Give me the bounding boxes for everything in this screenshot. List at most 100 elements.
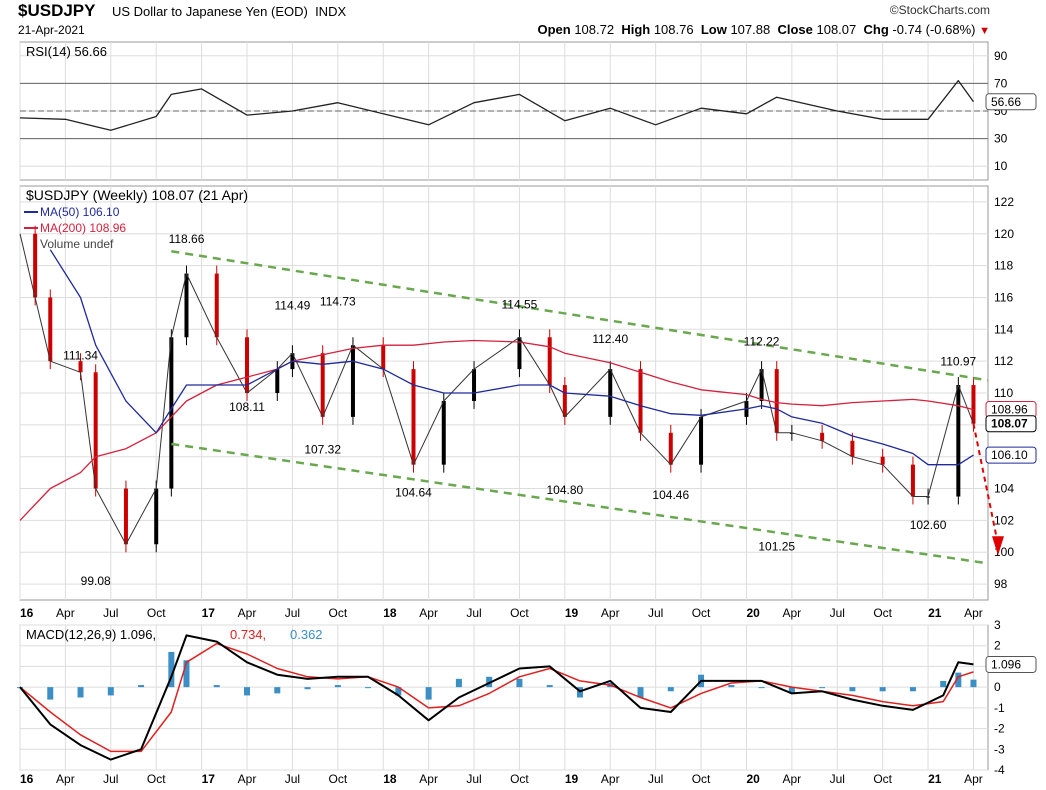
rsi-line [19, 79, 975, 131]
macd-y-tick-label: -4 [994, 763, 1005, 777]
chg-label: Chg [863, 22, 889, 37]
macd-x-tick-label: Jul [648, 772, 663, 786]
macd-x-tick-label: 20 [746, 772, 760, 786]
macd-histogram-bar [879, 687, 886, 692]
price-bar-body [275, 369, 280, 393]
price-annotation-label: 107.32 [304, 443, 341, 457]
price-x-tick-label: Jul [285, 606, 300, 620]
macd-x-tick-label: Apr [238, 772, 257, 786]
macd-histogram-bar [728, 685, 735, 688]
macd-x-tick-label: 16 [20, 772, 34, 786]
macd-x-tick-label: Apr [783, 772, 802, 786]
price-y-tick-label: 112 [994, 354, 1013, 368]
price-bar-body [820, 432, 825, 441]
price-legend: $USDJPY (Weekly) 108.07 (21 Apr) [26, 187, 248, 203]
price-annotation-label: 104.80 [546, 483, 583, 497]
price-bar-body [608, 369, 613, 417]
price-x-tick-label: Apr [964, 606, 983, 620]
price-x-tick-label: Jul [648, 606, 663, 620]
description-text: US Dollar to Japanese Yen (EOD) [112, 4, 308, 19]
price-bar-body [638, 369, 643, 433]
high-label: High [621, 22, 651, 37]
macd-x-tick-label: Oct [692, 772, 711, 786]
macd-x-tick-label: Jul [830, 772, 845, 786]
price-bar-body [48, 297, 53, 362]
price-bar-body [956, 385, 961, 497]
rsi-legend: RSI(14) 56.66 [26, 44, 107, 59]
chart-date: 21-Apr-2021 [18, 23, 85, 37]
price-bar-body [850, 440, 855, 457]
macd-x-tick-label: Oct [510, 772, 529, 786]
macd-x-tick-label: Jul [103, 772, 118, 786]
price-bar-body [547, 337, 552, 386]
price-close-line [19, 233, 974, 545]
macd-x-tick-label: Oct [147, 772, 166, 786]
macd-histogram-bar [455, 678, 462, 688]
price-annotation-label: 112.40 [592, 332, 628, 346]
macd-legend-signal: 0.734, [230, 627, 266, 642]
price-bar-body [441, 400, 446, 465]
macd-histogram-bar [244, 687, 251, 696]
price-annotation-label: 114.55 [502, 298, 538, 312]
macd-histogram-bar [425, 687, 432, 700]
price-bar-body [184, 273, 189, 338]
macd-histogram-bar [274, 687, 281, 694]
macd-y-tick-label: -3 [994, 742, 1005, 756]
price-x-tick-label: Oct [692, 606, 711, 620]
macd-y-tick-label: 3 [994, 618, 1001, 632]
price-x-tick-label: 19 [565, 606, 579, 620]
price-x-tick-label: Jul [103, 606, 118, 620]
macd-x-tick-label: Jul [285, 772, 300, 786]
macd-legend-histogram: 0.362 [290, 627, 323, 642]
macd-x-tick-label: Oct [873, 772, 892, 786]
macd-y-tick-label: -2 [994, 722, 1005, 736]
macd-y-tick-label: 0 [994, 680, 1001, 694]
macd-histogram-bar [955, 672, 962, 688]
price-y-tick-label: 98 [994, 577, 1008, 591]
macd-current-value-box [985, 655, 1037, 673]
macd-histogram-bar [546, 685, 553, 688]
channel-lower-line [171, 442, 989, 565]
price-x-tick-label: Apr [601, 606, 620, 620]
macd-x-tick-label: Jul [466, 772, 481, 786]
rsi-current-value: 56.66 [991, 95, 1021, 109]
open-value: 108.72 [574, 22, 615, 37]
ma50-value-tag-box [985, 446, 1037, 464]
price-x-tick-label: Apr [783, 606, 802, 620]
price-x-tick-label: Oct [328, 606, 347, 620]
price-annotation-label: 110.97 [940, 355, 976, 369]
macd-histogram-bar [365, 687, 372, 689]
price-bar-body [774, 369, 779, 433]
price-bar-body [93, 372, 98, 489]
macd-signal-line [19, 642, 974, 753]
price-annotation-label: 104.64 [395, 485, 432, 499]
price-bar-body [562, 385, 567, 417]
macd-x-tick-label: 17 [202, 772, 216, 786]
macd-x-tick-label: Apr [601, 772, 620, 786]
price-bar-body [759, 369, 764, 401]
price-x-tick-label: Oct [510, 606, 529, 620]
macd-x-tick-label: Apr [964, 772, 983, 786]
macd-histogram-bar [47, 687, 54, 700]
price-y-tick-label: 110 [994, 386, 1013, 400]
price-bar-body [699, 416, 704, 465]
close-value-tag: 108.07 [991, 417, 1028, 431]
price-y-tick-label: 114 [994, 322, 1013, 336]
price-annotation-label: 114.73 [320, 295, 356, 309]
stockcharts-logo: ©StockCharts.com [889, 3, 990, 17]
price-x-tick-label: 20 [746, 606, 760, 620]
macd-histogram-bar [637, 687, 644, 698]
price-bar-body [411, 369, 416, 465]
macd-histogram-bar [395, 687, 402, 696]
macd-histogram-bar [788, 687, 795, 694]
price-y-tick-label: 122 [994, 195, 1014, 209]
price-annotation-label: 108.11 [229, 400, 265, 414]
price-annotation-label: 118.66 [169, 232, 205, 246]
price-annotation-label: 111.34 [63, 349, 98, 363]
macd-histogram-bar [667, 687, 674, 692]
macd-histogram-bar [758, 687, 765, 689]
rsi-y-tick-label: 10 [994, 159, 1008, 173]
macd-line [19, 634, 974, 761]
rsi-y-tick-label: 30 [994, 132, 1008, 146]
